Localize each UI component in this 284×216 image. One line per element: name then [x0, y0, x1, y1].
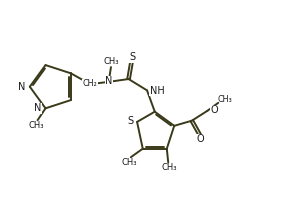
Text: CH₃: CH₃ — [218, 95, 232, 105]
Text: S: S — [128, 116, 134, 126]
Text: N: N — [34, 103, 41, 113]
Text: N: N — [18, 82, 26, 92]
Text: NH: NH — [150, 86, 165, 96]
Text: CH₃: CH₃ — [161, 163, 177, 172]
Text: CH₂: CH₂ — [83, 79, 98, 88]
Text: N: N — [105, 76, 112, 86]
Text: CH₃: CH₃ — [28, 121, 44, 130]
Text: O: O — [197, 134, 204, 145]
Text: S: S — [129, 52, 135, 62]
Text: O: O — [211, 105, 218, 115]
Text: CH₃: CH₃ — [122, 158, 137, 167]
Text: CH₃: CH₃ — [104, 57, 119, 67]
